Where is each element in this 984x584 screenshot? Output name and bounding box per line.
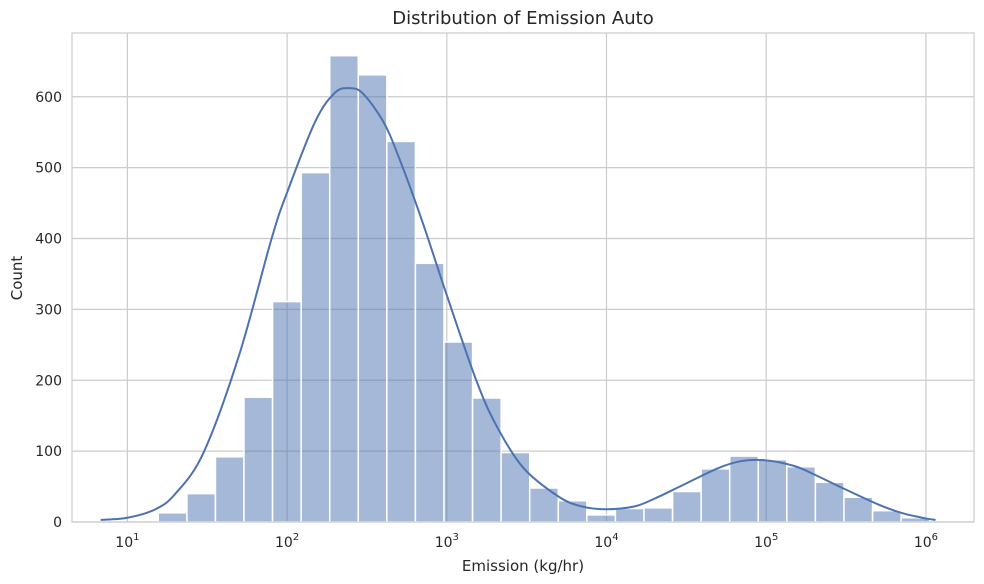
histogram-bar-8 (386, 140, 417, 523)
x-tick-label: 103 (435, 532, 459, 551)
kde-curve (100, 87, 936, 521)
y-tick-labels: 0 100 200 300 400 500 600 (35, 90, 62, 531)
histogram-bar-4 (271, 300, 302, 523)
y-tick-label: 400 (35, 232, 62, 248)
histogram-bar-16 (614, 507, 645, 523)
histogram-bar-17 (643, 507, 674, 523)
x-tick-base: 10 (435, 535, 453, 551)
x-tick-base: 10 (754, 535, 772, 551)
histogram-bar-19 (700, 468, 731, 523)
histogram-bar-20 (728, 455, 760, 523)
y-axis-label: Count (8, 256, 26, 301)
x-tick-label: 104 (594, 532, 618, 551)
x-tick-exponent: 2 (293, 532, 299, 543)
x-tick-base: 10 (275, 535, 293, 551)
histogram-bar-21 (757, 458, 788, 523)
x-tick-exponent: 5 (772, 532, 778, 543)
histogram-bar-9 (414, 262, 445, 523)
histogram-bar-1 (186, 492, 217, 523)
x-tick-base: 10 (914, 535, 932, 551)
x-tick-label: 102 (275, 532, 299, 551)
histogram-bar-22 (786, 465, 817, 523)
histogram-bar-15 (586, 514, 617, 523)
histogram-bar-11 (471, 397, 502, 523)
x-tick-exponent: 1 (133, 532, 139, 543)
histogram-bar-23 (814, 481, 845, 523)
histogram-bar-0 (157, 512, 188, 523)
grid-layer (72, 33, 974, 523)
histogram-bar-12 (500, 451, 531, 523)
y-tick-label: 300 (35, 302, 62, 318)
x-axis-label: Emission (kg/hr) (462, 557, 584, 575)
x-tick-label: 106 (914, 532, 938, 551)
y-tick-label: 600 (35, 90, 62, 106)
x-tick-exponent: 3 (453, 532, 459, 543)
histogram-bar-10 (443, 341, 474, 523)
y-tick-label: 100 (35, 444, 62, 460)
histogram-bar-2 (214, 456, 245, 523)
histogram-bar-3 (243, 396, 274, 523)
plot-frame (71, 32, 975, 523)
bars-layer (157, 54, 931, 523)
x-tick-exponent: 4 (612, 532, 618, 543)
x-tick-base: 10 (115, 535, 133, 551)
kde-layer (100, 87, 936, 521)
x-tick-labels: 101 102 103 104 105 106 (115, 532, 938, 551)
histogram-bar-6 (328, 54, 360, 523)
x-tick-label: 101 (115, 532, 139, 551)
histogram-bar-18 (671, 490, 702, 523)
y-tick-label: 0 (53, 515, 62, 531)
x-tick-label: 105 (754, 532, 778, 551)
x-tick-exponent: 6 (932, 532, 938, 543)
histogram-bar-7 (357, 74, 388, 523)
histogram-bar-5 (300, 171, 331, 523)
y-tick-label: 200 (35, 373, 62, 389)
x-tick-base: 10 (594, 535, 612, 551)
y-tick-label: 500 (35, 161, 62, 177)
chart-title: Distribution of Emission Auto (392, 8, 653, 29)
